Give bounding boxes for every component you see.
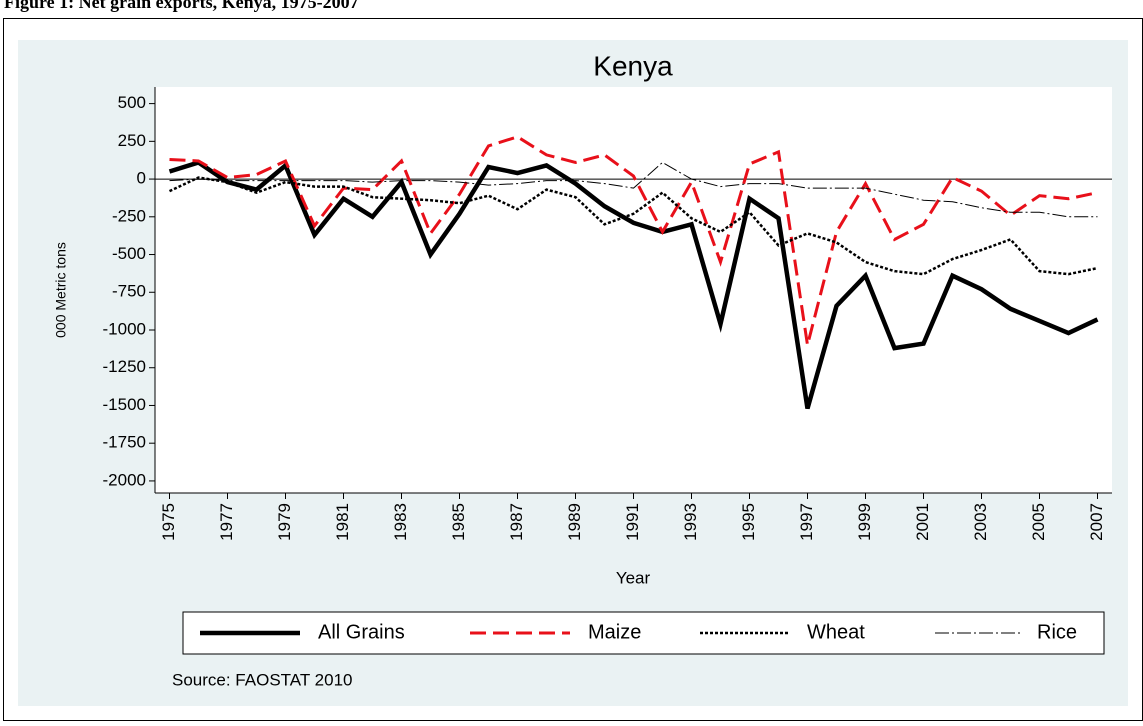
y-tick-label: -500 xyxy=(112,244,146,263)
y-tick-label: -1000 xyxy=(103,319,146,338)
x-tick-label: 1991 xyxy=(623,503,642,541)
caption: Figure 1: Net grain exports, Kenya, 1975… xyxy=(4,0,359,12)
x-tick-label: 1979 xyxy=(275,503,294,541)
x-tick-label: 2007 xyxy=(1087,503,1106,541)
y-tick-label: -250 xyxy=(112,206,146,225)
x-tick-label: 2005 xyxy=(1029,503,1048,541)
x-tick-label: 1985 xyxy=(449,503,468,541)
source-note: Source: FAOSTAT 2010 xyxy=(172,670,352,689)
chart-title: Kenya xyxy=(593,50,673,81)
y-tick-label: -2000 xyxy=(103,470,146,489)
y-tick-label: -1500 xyxy=(103,395,146,414)
x-tick-label: 1977 xyxy=(217,503,236,541)
x-tick-label: 1987 xyxy=(507,503,526,541)
y-tick-label: 250 xyxy=(118,131,146,150)
x-tick-label: 1989 xyxy=(565,503,584,541)
x-tick-label: 1999 xyxy=(855,503,874,541)
x-tick-label: 1975 xyxy=(159,503,178,541)
legend-label: Wheat xyxy=(807,621,865,643)
y-tick-label: -750 xyxy=(112,282,146,301)
y-tick-label: -1250 xyxy=(103,357,146,376)
y-axis-label: 000 Metric tons xyxy=(53,242,69,338)
y-tick-label: 500 xyxy=(118,93,146,112)
legend-label: All Grains xyxy=(318,621,405,643)
legend-label: Maize xyxy=(588,621,641,643)
x-axis-label: Year xyxy=(616,568,651,587)
x-tick-label: 1981 xyxy=(333,503,352,541)
plot-region xyxy=(155,87,1112,493)
series-line xyxy=(168,159,1099,410)
x-tick-label: 1983 xyxy=(391,503,410,541)
x-tick-label: 1997 xyxy=(797,503,816,541)
series-line xyxy=(169,161,1098,218)
legend-label: Rice xyxy=(1037,621,1077,643)
y-tick-label: 0 xyxy=(137,169,146,188)
series-line xyxy=(169,135,1098,346)
x-tick-label: 1993 xyxy=(681,503,700,541)
series-line xyxy=(168,176,1098,276)
y-tick-label: -1750 xyxy=(103,433,146,452)
x-tick-label: 1995 xyxy=(739,503,758,541)
x-tick-label: 2001 xyxy=(913,503,932,541)
x-tick-label: 2003 xyxy=(971,503,990,541)
legend xyxy=(182,611,1105,655)
